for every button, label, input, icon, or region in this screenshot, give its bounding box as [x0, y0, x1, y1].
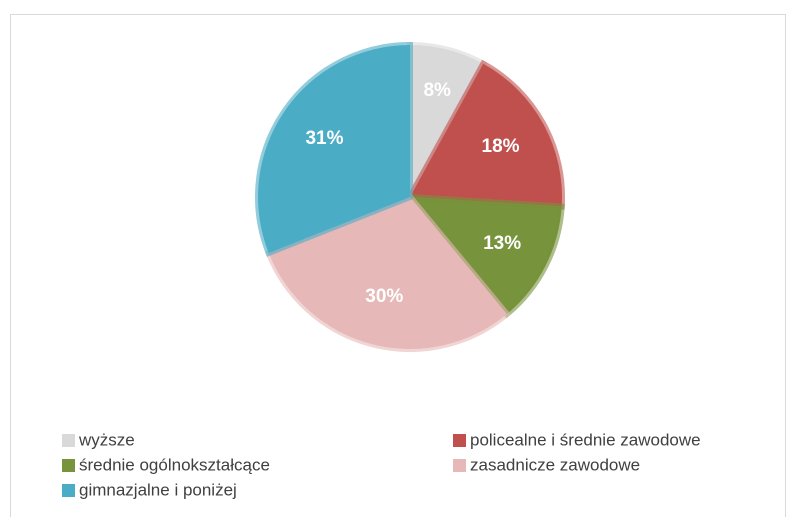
legend-swatch — [62, 459, 75, 472]
data-label: 30% — [365, 286, 403, 307]
pie-slice — [405, 59, 565, 210]
legend-swatch — [62, 484, 75, 497]
legend-swatch — [453, 434, 466, 447]
data-label: 31% — [305, 128, 343, 149]
data-label: 13% — [483, 233, 521, 254]
legend-label: średnie ogólnokształcące — [79, 455, 270, 474]
legend-label: gimnazjalne i poniżej — [79, 480, 237, 499]
pie-slice — [403, 193, 565, 319]
legend-label: wyższe — [78, 430, 135, 449]
pie-slice — [255, 41, 413, 257]
data-label: 8% — [423, 80, 451, 101]
legend-label: zasadnicze zawodowe — [470, 455, 640, 474]
data-label: 18% — [482, 136, 520, 157]
legend-swatch — [453, 459, 466, 472]
pie-slice — [264, 193, 512, 352]
legend-swatch — [62, 434, 75, 447]
legend-label: policealne i średnie zawodowe — [470, 430, 701, 449]
